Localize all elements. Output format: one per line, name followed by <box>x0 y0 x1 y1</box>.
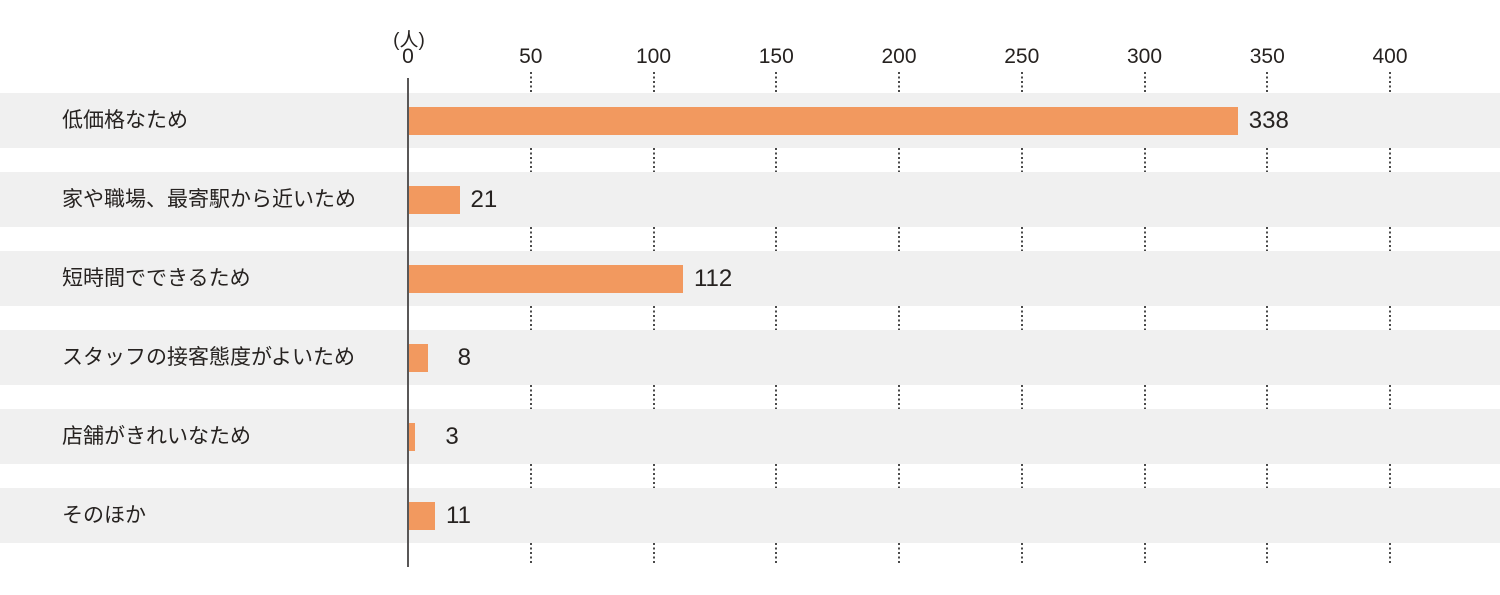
dotted-gridline-segment <box>1143 543 1146 565</box>
value-bar <box>408 264 683 293</box>
dotted-gridline-segment <box>775 148 778 172</box>
dotted-gridline-segment <box>1266 385 1269 409</box>
value-bar <box>408 106 1238 135</box>
dotted-gridline-segment <box>529 227 532 251</box>
dotted-gridline-segment <box>1143 227 1146 251</box>
dotted-gridline-segment <box>1143 72 1146 93</box>
dotted-gridline-segment <box>1389 148 1391 172</box>
dotted-gridline-segment <box>898 227 900 251</box>
value-label: 11 <box>446 501 471 529</box>
dotted-gridline-segment <box>529 385 532 409</box>
x-tick-label: 400 <box>1372 45 1408 68</box>
dotted-gridline-segment <box>1389 306 1391 330</box>
category-row-stripe <box>0 488 1500 543</box>
category-row-stripe <box>0 251 1500 306</box>
category-label: 短時間でできるため <box>62 267 251 290</box>
x-tick-label: 350 <box>1249 45 1285 68</box>
dotted-gridline-segment <box>898 543 900 565</box>
dotted-gridline-segment <box>1266 306 1269 330</box>
x-tick-label: 50 <box>519 45 543 68</box>
dotted-gridline-segment <box>1266 464 1269 488</box>
dotted-gridline-segment <box>1266 148 1269 172</box>
value-bar <box>408 185 460 214</box>
x-tick-label: 250 <box>1004 45 1040 68</box>
dotted-gridline-segment <box>775 464 778 488</box>
dotted-gridline-segment <box>1020 72 1023 93</box>
dotted-gridline-segment <box>1389 385 1391 409</box>
category-label: 店舗がきれいなため <box>62 425 251 448</box>
dotted-gridline-segment <box>1266 543 1269 565</box>
dotted-gridline-segment <box>1143 306 1146 330</box>
dotted-gridline-segment <box>775 72 778 93</box>
dotted-gridline-segment <box>1143 148 1146 172</box>
dotted-gridline-segment <box>1389 72 1391 93</box>
dotted-gridline-segment <box>652 227 655 251</box>
dotted-gridline-segment <box>775 543 778 565</box>
dotted-gridline-segment <box>529 464 532 488</box>
dotted-gridline-segment <box>898 464 900 488</box>
dotted-gridline-segment <box>652 148 655 172</box>
dotted-gridline-segment <box>1020 464 1023 488</box>
category-label: 低価格なため <box>62 109 188 132</box>
y-axis-line <box>407 78 409 567</box>
dotted-gridline-segment <box>1266 72 1269 93</box>
value-bar <box>408 343 428 372</box>
axis-unit-label: (人) <box>393 30 425 51</box>
dotted-gridline-segment <box>652 72 655 93</box>
dotted-gridline-segment <box>1020 385 1023 409</box>
dotted-gridline-segment <box>1020 148 1023 172</box>
dotted-gridline-segment <box>1389 543 1391 565</box>
dotted-gridline-segment <box>775 227 778 251</box>
dotted-gridline-segment <box>1266 227 1269 251</box>
dotted-gridline-segment <box>652 543 655 565</box>
x-tick-label: 200 <box>881 45 917 68</box>
x-tick-label: 0 <box>402 45 414 68</box>
value-label: 338 <box>1248 106 1289 134</box>
dotted-gridline-segment <box>529 72 532 93</box>
value-label: 112 <box>693 264 733 292</box>
category-label: そのほか <box>62 504 146 527</box>
dotted-gridline-segment <box>1143 464 1146 488</box>
dotted-gridline-segment <box>529 148 532 172</box>
value-label: 3 <box>445 422 459 450</box>
dotted-gridline-segment <box>775 306 778 330</box>
dotted-gridline-segment <box>1143 385 1146 409</box>
dotted-gridline-segment <box>1020 227 1023 251</box>
dotted-gridline-segment <box>652 385 655 409</box>
dotted-gridline-segment <box>898 72 900 93</box>
dotted-gridline-segment <box>775 385 778 409</box>
dotted-gridline-segment <box>1389 464 1391 488</box>
category-row-stripe <box>0 409 1500 464</box>
dotted-gridline-segment <box>1020 306 1023 330</box>
dotted-gridline-segment <box>529 306 532 330</box>
x-tick-label: 150 <box>758 45 794 68</box>
category-row-stripe <box>0 330 1500 385</box>
category-label: スタッフの接客態度がよいため <box>62 346 355 369</box>
dotted-gridline-segment <box>529 543 532 565</box>
category-row-stripe <box>0 172 1500 227</box>
dotted-gridline-segment <box>898 306 900 330</box>
value-label: 8 <box>457 343 471 371</box>
dotted-gridline-segment <box>1389 227 1391 251</box>
dotted-gridline-segment <box>1020 543 1023 565</box>
category-label: 家や職場、最寄駅から近いため <box>62 188 356 211</box>
x-tick-label: 100 <box>635 45 672 68</box>
dotted-gridline-segment <box>898 385 900 409</box>
x-tick-label: 300 <box>1126 45 1163 68</box>
value-bar <box>408 422 416 451</box>
value-label: 21 <box>470 185 498 213</box>
dotted-gridline-segment <box>652 464 655 488</box>
dotted-gridline-segment <box>898 148 900 172</box>
value-bar <box>408 501 435 530</box>
dotted-gridline-segment <box>652 306 655 330</box>
